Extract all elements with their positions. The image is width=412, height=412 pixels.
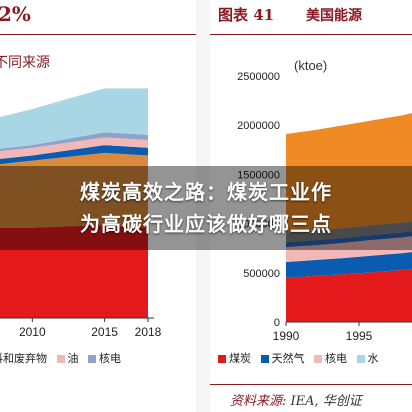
source-rule — [210, 384, 412, 385]
y-tick-label-2: 1000000 — [237, 219, 280, 231]
legend-label: 料和废弃物 — [0, 352, 47, 365]
x-tick-label-2: 2018 — [135, 325, 162, 339]
right-legend-item-1: 天然气 — [255, 352, 305, 365]
y-tick-label-4: 2000000 — [237, 120, 280, 132]
legend-label: 油 — [67, 352, 79, 365]
source-label: 资料来源: — [230, 394, 287, 409]
right-header-rule — [210, 34, 412, 35]
headline-line-1: 煤炭高效之路：煤炭工业作 — [80, 180, 332, 204]
legend-label: 煤炭 — [229, 352, 251, 365]
x-tick-label-0: 2010 — [19, 325, 46, 339]
legend-label: 核电 — [99, 352, 121, 365]
right-legend-item-0: 煤炭 — [218, 352, 251, 365]
area-series-2 — [286, 236, 412, 262]
area-series-3 — [286, 231, 412, 248]
legend-swatch — [356, 355, 365, 363]
x-tick-label-1: 1995 — [346, 329, 373, 343]
left-title-fragment: 2% — [0, 2, 31, 26]
x-tick-label-0: 1990 — [273, 329, 300, 343]
legend-swatch — [314, 355, 322, 363]
x-tick-label-1: 2015 — [91, 325, 118, 339]
area-series-4 — [286, 221, 412, 243]
right-figure-label: 图表 41 — [218, 6, 275, 24]
y-tick-label-3: 1500000 — [237, 169, 280, 181]
left-legend-item-2: 核电 — [82, 352, 121, 365]
legend-label: 天然气 — [271, 352, 305, 365]
area-series-5 — [0, 88, 148, 149]
unit-label: (ktoe) — [294, 58, 327, 73]
area-series-0 — [0, 225, 148, 318]
area-series-2 — [0, 145, 148, 165]
legend-label: 核电 — [325, 352, 347, 365]
left-subtitle-fragment: 不同来源 — [0, 55, 50, 71]
left-area-chart: 2010 2015 2018 — [0, 88, 162, 339]
left-chart-panel: 2% 不同来源 2010 2015 2018 料和废弃物 油 核电 — [0, 0, 196, 412]
right-legend: 煤炭 天然气 核电 水 — [218, 350, 379, 366]
headline-overlay: 煤炭高效之路：煤炭工业作 为高碳行业应该做好哪三点 — [0, 166, 412, 250]
legend-swatch — [218, 355, 226, 363]
legend-swatch — [88, 355, 96, 363]
area-series-3 — [0, 137, 148, 159]
legend-label: 水 — [367, 352, 379, 365]
right-legend-item-2: 核电 — [308, 352, 347, 365]
area-series-4 — [0, 132, 148, 152]
right-chart-panel: 图表 41 美国能源 (ktoe) 1990199520000500000100… — [210, 0, 412, 412]
left-legend-item-0: 料和废弃物 — [0, 352, 47, 365]
area-series-1 — [0, 152, 148, 228]
area-series-1 — [286, 251, 412, 278]
area-series-5 — [286, 113, 412, 233]
right-title-fragment: 美国能源 — [306, 8, 362, 24]
legend-swatch — [56, 355, 65, 363]
source-text: IEA, 华创证 — [290, 394, 362, 409]
headline-line-2: 为高碳行业应该做好哪三点 — [80, 212, 332, 236]
y-tick-label-0: 0 — [274, 317, 280, 329]
left-header-rule — [0, 34, 196, 35]
left-legend-item-1: 油 — [51, 352, 79, 365]
right-legend-item-3: 水 — [351, 352, 379, 365]
left-legend: 料和废弃物 油 核电 — [0, 350, 121, 366]
area-series-0 — [286, 268, 412, 322]
source-line: 资料来源: IEA, 华创证 — [230, 390, 362, 409]
right-area-chart: (ktoe) 199019952000050000010000001500000… — [237, 58, 412, 343]
y-tick-label-5: 2500000 — [237, 71, 280, 83]
y-tick-label-1: 500000 — [243, 268, 280, 280]
legend-swatch — [260, 355, 269, 363]
